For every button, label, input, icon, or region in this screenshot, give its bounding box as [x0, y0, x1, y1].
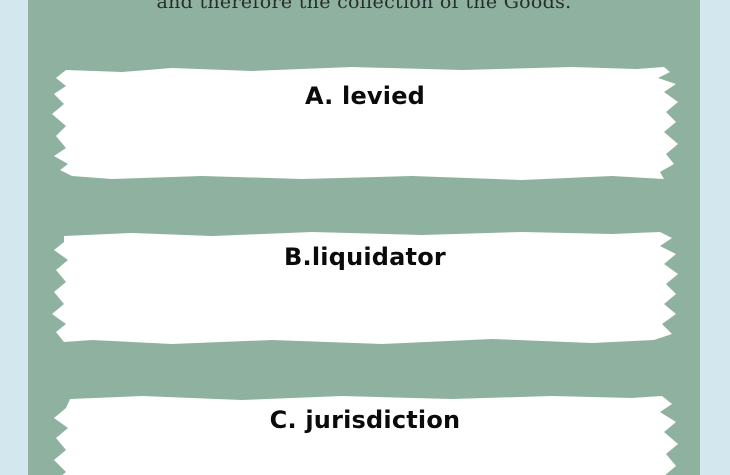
- quiz-panel: and therefore the collection of the Good…: [28, 0, 700, 475]
- answer-option-b[interactable]: B.liquidator: [52, 228, 678, 346]
- answer-option-a[interactable]: A. levied: [52, 64, 678, 182]
- brush-stroke-card: [54, 396, 678, 475]
- answer-option-c[interactable]: C. jurisdiction: [52, 392, 678, 475]
- answer-option-label: A. levied: [304, 82, 426, 110]
- brush-stroke-card: [52, 67, 678, 180]
- answer-option-label: B.liquidator: [284, 243, 446, 271]
- answer-option-label: C. jurisdiction: [269, 406, 461, 434]
- brush-stroke-card: [52, 232, 678, 344]
- question-text: and therefore the collection of the Good…: [156, 0, 572, 13]
